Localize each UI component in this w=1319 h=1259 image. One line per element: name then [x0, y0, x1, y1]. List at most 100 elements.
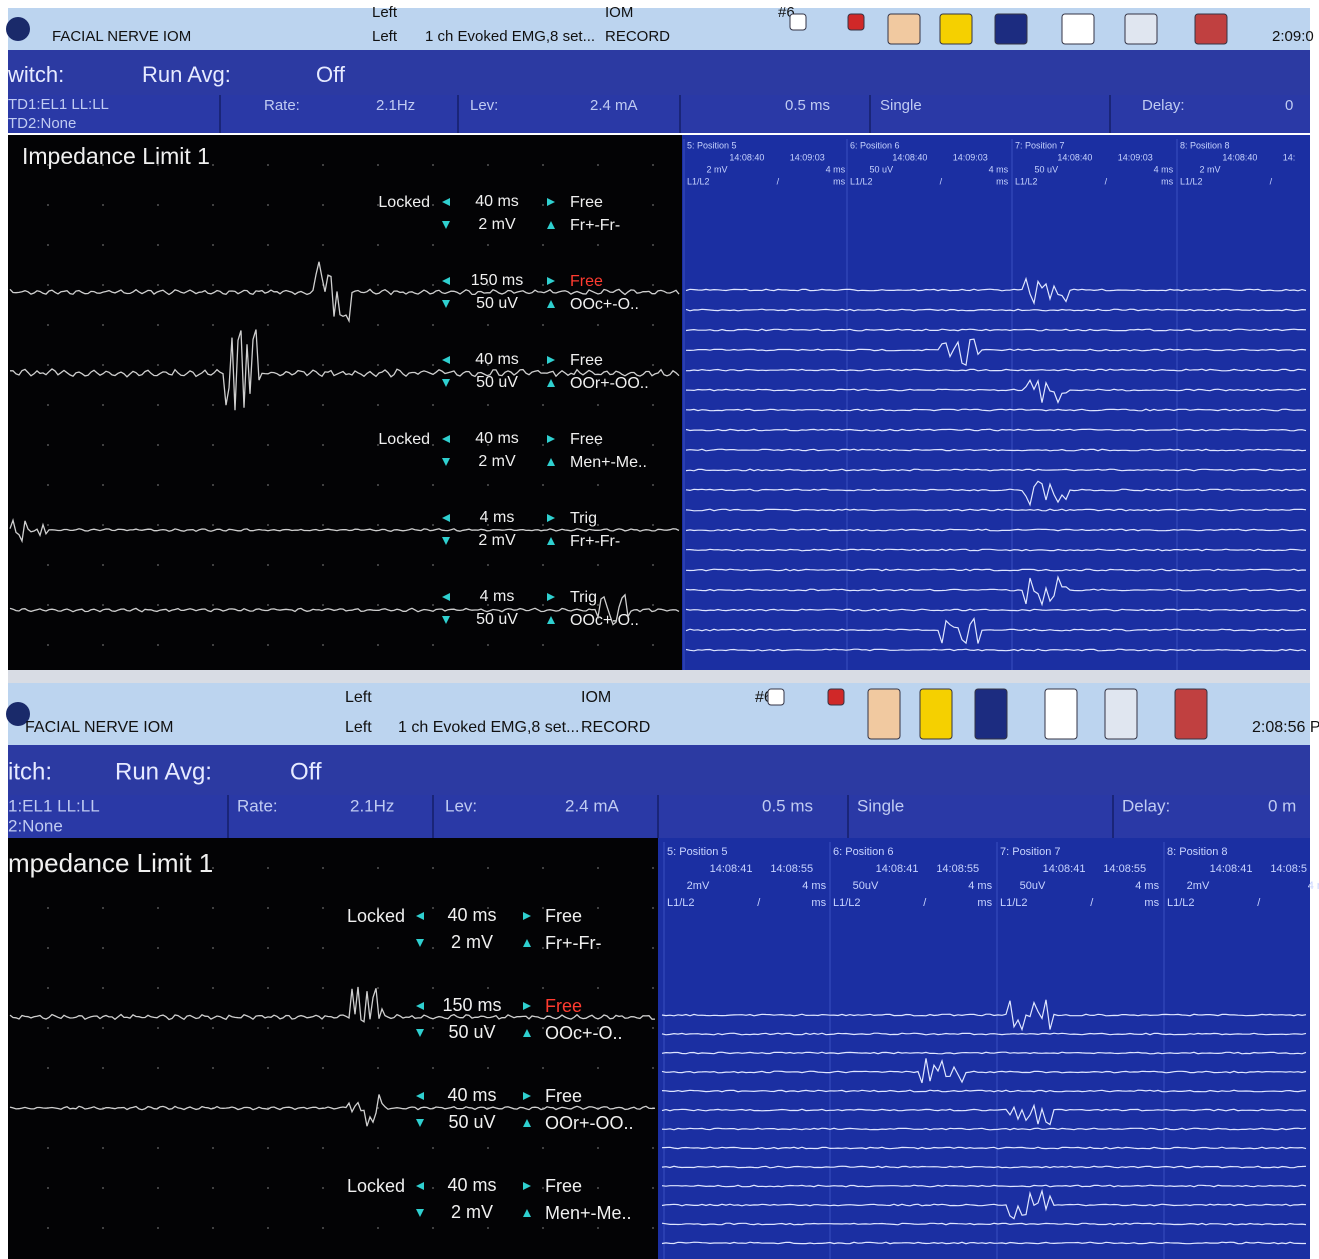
toolbar-icon[interactable] — [1062, 14, 1094, 44]
channel-lock: Locked — [378, 431, 430, 448]
toolbar-icon[interactable] — [828, 689, 844, 705]
status-run-avg-value: Off — [290, 758, 322, 785]
grid-dot — [432, 907, 434, 909]
toolbar-icon[interactable] — [975, 689, 1007, 739]
info-level: 2.4 mA — [590, 97, 638, 114]
toolbar-icon[interactable] — [888, 14, 920, 44]
position-unit: ms — [1161, 176, 1173, 186]
position-montage: L1/L2 — [1015, 176, 1038, 186]
channel-trigger: Free — [545, 1176, 582, 1196]
grid-dot — [322, 164, 324, 166]
toolbar-icon[interactable] — [868, 689, 900, 739]
grid-dot — [47, 907, 49, 909]
grid-dot — [377, 604, 379, 606]
grid-dot — [542, 284, 544, 286]
toolbar-icon[interactable] — [848, 14, 864, 30]
grid-dot — [322, 1027, 324, 1029]
channel-trigger: Free — [545, 996, 582, 1016]
grid-dot — [377, 324, 379, 326]
grid-dot — [212, 1227, 214, 1229]
position-unit: ms — [996, 176, 1008, 186]
grid-dot — [432, 644, 434, 646]
grid-dot — [652, 204, 654, 206]
grid-dot — [487, 1227, 489, 1229]
grid-dot — [47, 444, 49, 446]
info-level-label: Lev: — [470, 97, 498, 114]
toolbar-state: RECORD — [581, 719, 650, 736]
grid-dot — [652, 244, 654, 246]
grid-dot — [597, 1147, 599, 1149]
iom-panel: FACIAL NERVE IOMLeftLeft1 ch Evoked EMG,… — [6, 4, 1314, 670]
grid-dot — [212, 1147, 214, 1149]
toolbar-icon[interactable] — [1195, 14, 1227, 44]
grid-dot — [432, 1067, 434, 1069]
position-name: 8: Position 8 — [1167, 846, 1228, 858]
grid-dot — [377, 644, 379, 646]
toolbar-icon[interactable] — [920, 689, 952, 739]
toolbar-icon[interactable] — [1105, 689, 1137, 739]
grid-dot — [47, 484, 49, 486]
grid-dot — [377, 404, 379, 406]
grid-dot — [102, 1027, 104, 1029]
grid-dot — [542, 1227, 544, 1229]
info-pulse: 0.5 ms — [762, 796, 813, 815]
grid-dot — [432, 284, 434, 286]
channel-lock: Locked — [378, 194, 430, 211]
grid-dot — [652, 604, 654, 606]
status-run-avg: Run Avg: — [142, 62, 231, 87]
channel-trigger: Trig — [570, 589, 597, 606]
grid-dot — [212, 324, 214, 326]
grid-dot — [102, 444, 104, 446]
grid-dot — [47, 1187, 49, 1189]
grid-dot — [597, 244, 599, 246]
grid-dot — [267, 564, 269, 566]
grid-dot — [212, 244, 214, 246]
grid-dot — [542, 204, 544, 206]
status-run-avg: Run Avg: — [115, 758, 212, 785]
grid-dot — [432, 364, 434, 366]
app-logo[interactable] — [6, 17, 30, 41]
channel-montage: OOr+-OO.. — [545, 1113, 634, 1133]
toolbar-icon[interactable] — [768, 689, 784, 705]
grid-dot — [487, 1147, 489, 1149]
toolbar-icon[interactable] — [1175, 689, 1207, 739]
position-unit: ms — [977, 897, 992, 909]
toolbar-icon[interactable] — [1125, 14, 1157, 44]
info-td1: 1:EL1 LL:LL — [8, 796, 100, 815]
grid-dot — [47, 204, 49, 206]
channel-montage: Fr+-Fr- — [570, 217, 620, 234]
grid-dot — [212, 907, 214, 909]
channel-trigger: Free — [570, 273, 603, 290]
grid-dot — [267, 1147, 269, 1149]
toolbar-icon[interactable] — [790, 14, 806, 30]
grid-dot — [157, 324, 159, 326]
grid-dot — [47, 947, 49, 949]
grid-dot — [542, 1067, 544, 1069]
grid-dot — [652, 644, 654, 646]
grid-dot — [432, 444, 434, 446]
channel-timebase: 4 ms — [480, 509, 515, 526]
grid-dot — [432, 524, 434, 526]
info-rate-label: Rate: — [264, 97, 300, 114]
toolbar-title: FACIAL NERVE IOM — [52, 28, 191, 45]
toolbar-title: FACIAL NERVE IOM — [25, 719, 173, 736]
info-delay: 0 m — [1268, 796, 1296, 815]
grid-dot — [597, 1187, 599, 1189]
grid-dot — [542, 484, 544, 486]
grid-dot — [102, 524, 104, 526]
grid-dot — [157, 564, 159, 566]
channel-montage: OOr+-OO.. — [570, 375, 649, 392]
position-sensitivity: 2 mV — [1200, 164, 1221, 174]
waveform-pane — [8, 838, 658, 1259]
channel-trigger: Free — [545, 906, 582, 926]
toolbar-icon[interactable] — [940, 14, 972, 44]
toolbar-icon[interactable] — [1045, 689, 1077, 739]
grid-dot — [157, 1147, 159, 1149]
grid-dot — [322, 1187, 324, 1189]
position-timebase: 4 m — [1308, 880, 1319, 892]
grid-dot — [267, 404, 269, 406]
grid-dot — [157, 1187, 159, 1189]
channel-trigger: Free — [545, 1086, 582, 1106]
toolbar-icon[interactable] — [995, 14, 1027, 44]
grid-dot — [487, 244, 489, 246]
